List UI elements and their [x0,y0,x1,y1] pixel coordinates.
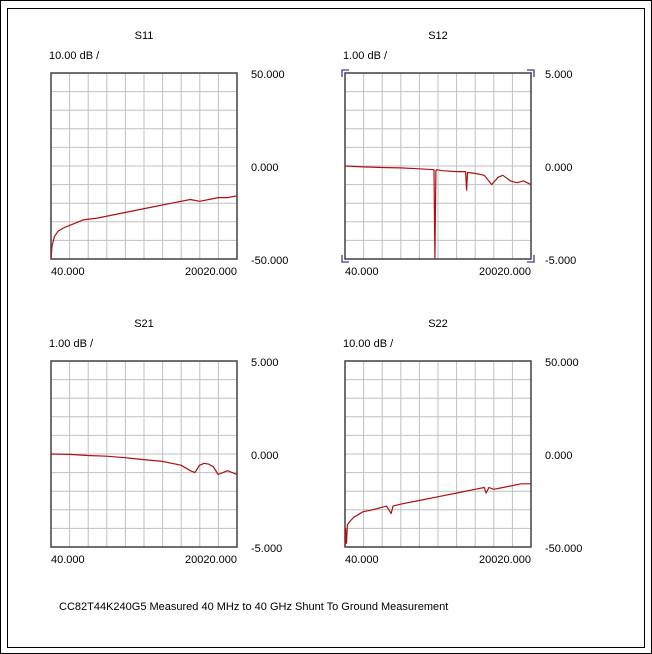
plot-title: S21 [134,318,154,330]
x-tick-label: 40.000 [51,554,85,566]
plot-s22: S22 10.00 dB / 50.000 0.000 -50.000 40.000 200… [343,318,582,566]
y-tick-label: 0.000 [545,162,573,174]
scale-label: 1.00 dB / [49,338,94,350]
trace-line [344,483,531,548]
x-tick-label: 20020.000 [185,266,237,278]
y-tick-label: 0.000 [251,450,279,462]
chart-panel [7,8,645,648]
plot-frame [50,72,238,260]
x-tick-label: 40.000 [345,554,379,566]
scale-label: 10.00 dB / [343,338,394,350]
y-tick-label: 0.000 [545,450,573,462]
marker-bracket [341,255,349,263]
measurement-caption: CC82T44K240G5 Measured 40 MHz to 40 GHz … [59,601,449,613]
plot-title: S22 [428,318,448,330]
y-tick-label: 50.000 [545,357,579,369]
marker-bracket [341,69,349,77]
plot-s21: S21 1.00 dB / 5.000 0.000 -5.000 40.000 20020.… [49,318,282,566]
y-tick-label: -50.000 [545,543,582,555]
scale-label: 10.00 dB / [49,50,100,62]
trace-line [344,165,532,260]
y-tick-label: 5.000 [251,357,279,369]
marker-bracket [527,69,535,77]
plot-title: S11 [135,30,154,42]
trace-line [50,195,238,260]
x-tick-label: 40.000 [51,266,85,278]
y-tick-label: -5.000 [251,543,282,555]
plot-s11: S11 10.00 dB / 50.000 0.000 -50.000 40.000 200… [49,30,288,278]
x-tick-label: 20020.000 [479,554,531,566]
marker-bracket [527,255,535,263]
y-tick-label: 50.000 [251,69,285,81]
y-tick-label: 0.000 [251,162,279,174]
trace-line [50,453,238,476]
y-tick-label: 5.000 [545,69,573,81]
plot-frame [344,360,532,548]
x-tick-label: 20020.000 [479,266,531,278]
x-tick-label: 20020.000 [185,554,237,566]
plot-s12: S12 1.00 dB / 5.000 0.000 -5.000 40.000 20020.… [341,30,576,278]
plot-title: S12 [428,30,448,42]
y-tick-label: -50.000 [251,255,288,267]
scale-label: 1.00 dB / [343,50,388,62]
x-tick-label: 40.000 [345,266,379,278]
y-tick-label: -5.000 [545,255,576,267]
